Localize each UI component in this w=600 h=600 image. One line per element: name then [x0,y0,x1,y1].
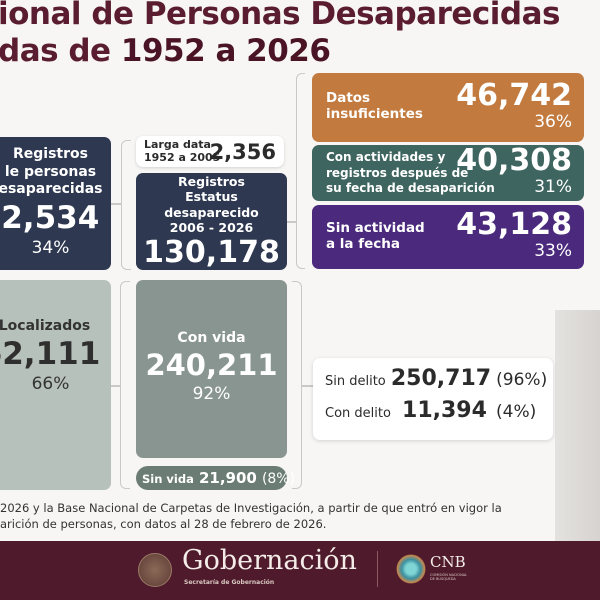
card-pct: 34% [31,237,70,258]
card-label: a la fecha [326,236,400,253]
footer-bar: Gobernación Secretaría de Gobernación CN… [0,541,600,600]
sin-actividad-card: Sin actividad a la fecha 43,128 33% [312,205,584,269]
row-label: Sin delito [325,374,386,389]
cnb-subtitle: COMISIÓN NACIONAL DE BÚSQUEDA [430,573,468,582]
card-value: 40,308 [456,143,572,178]
card-label: Estatus [185,189,238,205]
sin-delito-row: Sin delito 250,717 (96%) [325,366,547,391]
connector [111,385,120,387]
card-label: Sin actividad [326,220,425,236]
row-value: 250,717 [390,366,492,391]
title-line-1: ional de Personas Desaparecidas [0,0,560,32]
card-label: desaparecido [164,204,259,220]
row-value: 11,394 [402,398,487,423]
delito-card: Sin delito 250,717 (96%) Con delito 11,3… [313,358,553,440]
cnb-logo-icon [396,554,426,584]
card-value: 43,128 [456,207,572,242]
bracket [120,281,130,489]
card-value: 130,178 [143,235,280,270]
card-label: Registros [13,146,88,162]
card-value: 240,211 [145,347,278,382]
footnote-line: arición de personas, con datos al 28 de … [0,517,327,531]
card-value: 46,742 [456,78,572,113]
sin-vida-pill: Sin vida 21,900 (8%) [136,466,295,490]
card-label: Con actividades y [326,150,446,164]
decorative-pattern [555,310,600,565]
title-text: das de [0,33,121,69]
card-label: su fecha de desaparición [326,181,495,196]
datos-insuficientes-card: Datos insuficientes 46,742 36% [312,73,584,142]
gobernacion-logo-text: Gobernación [182,545,357,576]
larga-data-card: Larga data 1952 a 2005 2,356 [136,136,284,167]
card-label: 1952 a 2005 [144,151,221,165]
bracket [121,140,131,270]
card-label: Larga data [144,138,211,151]
footnote: 2026 y la Base Nacional de Carpetas de I… [0,500,502,532]
localizados-card: Localizados 62,111 66% [0,280,111,490]
row-pct: (4%) [496,402,537,422]
card-value: 32,534 [0,199,100,236]
connector [111,203,121,205]
pill-value: 21,900 [198,469,257,487]
card-label: esaparecidas [0,181,103,197]
con-delito-row: Con delito 11,394 (4%) [325,398,536,423]
card-label: Registros [178,174,245,189]
cnb-logo-text: CNB [430,553,466,571]
con-actividades-card: Con actividades y registros después de su … [312,145,584,201]
row-pct: (96%) [496,370,548,390]
gobernacion-subtitle: Secretaría de Gobernación [184,579,275,586]
connector [302,385,313,387]
card-pct: 33% [534,241,572,261]
card-label: 2006 - 2026 [169,219,254,235]
card-label: registros después de [326,165,469,180]
connector [287,221,296,223]
card-pct: 36% [534,112,572,132]
footnote-line: 2026 y la Base Nacional de Carpetas de I… [0,501,502,515]
bracket [296,73,305,269]
bracket [292,281,302,489]
con-vida-card: Con vida 240,211 92% [136,280,287,458]
card-label: Con vida [177,330,246,346]
estatus-desaparecido-card: Registros Estatus desaparecido 2006 - 20… [136,173,287,270]
registros-desaparecidas-card: Registros le personas esaparecidas 32,53… [0,137,111,270]
pill-pct: (8%) [261,471,296,487]
card-label: Datos [326,90,371,106]
title-line-2: das de 1952 a 2026 [0,33,331,69]
title-years: 1952 a 2026 [120,33,331,69]
card-pct: 66% [31,373,70,394]
divider [377,551,378,587]
row-label: Con delito [325,406,391,421]
coat-of-arms-icon [138,553,172,587]
card-label: le personas [4,163,97,180]
card-label: insuficientes [326,106,423,123]
card-value: 62,111 [0,335,101,372]
card-pct: 92% [192,383,231,404]
pill-label: Sin vida [142,472,194,486]
card-label: Localizados [0,318,91,334]
card-value: 2,356 [209,140,276,164]
card-pct: 31% [534,177,572,197]
